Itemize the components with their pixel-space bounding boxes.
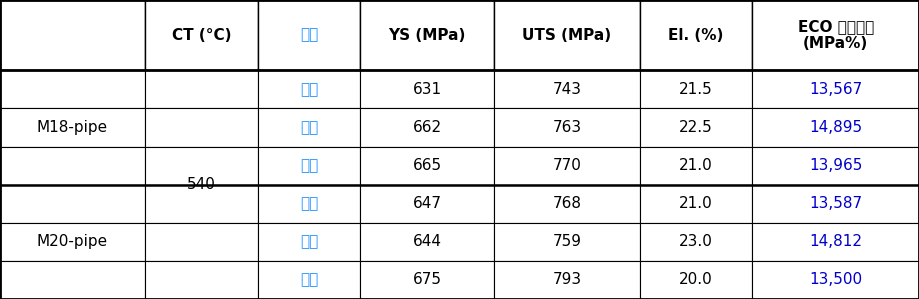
Bar <box>640 184 753 223</box>
Text: 13,500: 13,500 <box>809 272 862 287</box>
Bar <box>753 223 919 261</box>
Text: 644: 644 <box>413 234 442 249</box>
Text: 770: 770 <box>552 158 582 173</box>
Text: 선단: 선단 <box>300 82 318 97</box>
Bar <box>360 109 494 147</box>
Text: 759: 759 <box>552 234 582 249</box>
Bar <box>494 223 640 261</box>
Text: YS (MPa): YS (MPa) <box>389 28 466 43</box>
Bar <box>360 70 494 109</box>
Bar <box>0 70 145 109</box>
Text: 후단: 후단 <box>300 158 318 173</box>
Bar <box>753 109 919 147</box>
Bar <box>145 147 258 184</box>
Bar <box>258 261 360 299</box>
Bar <box>494 0 640 70</box>
Bar <box>0 184 145 223</box>
Text: 21.0: 21.0 <box>679 196 713 211</box>
Bar <box>753 184 919 223</box>
Text: 21.0: 21.0 <box>679 158 713 173</box>
Text: 14,895: 14,895 <box>809 120 862 135</box>
Bar <box>0 109 145 147</box>
Text: CT (°C): CT (°C) <box>172 28 232 43</box>
Text: UTS (MPa): UTS (MPa) <box>522 28 611 43</box>
Text: 23.0: 23.0 <box>679 234 713 249</box>
Text: 662: 662 <box>413 120 442 135</box>
Text: 675: 675 <box>413 272 442 287</box>
Bar <box>145 0 258 70</box>
Text: 540: 540 <box>187 177 216 192</box>
Bar <box>258 70 360 109</box>
Bar <box>640 223 753 261</box>
Bar <box>360 261 494 299</box>
Text: 13,567: 13,567 <box>809 82 862 97</box>
Text: 13,965: 13,965 <box>809 158 862 173</box>
Bar <box>360 147 494 184</box>
Bar <box>258 223 360 261</box>
Bar <box>494 184 640 223</box>
Bar <box>145 223 258 261</box>
Bar <box>753 147 919 184</box>
Text: 768: 768 <box>552 196 582 211</box>
Bar <box>360 0 494 70</box>
Text: 665: 665 <box>413 158 442 173</box>
Text: 22.5: 22.5 <box>679 120 713 135</box>
Bar <box>145 261 258 299</box>
Bar <box>360 184 494 223</box>
Text: El. (%): El. (%) <box>668 28 723 43</box>
Text: 647: 647 <box>413 196 442 211</box>
Bar <box>640 147 753 184</box>
Text: 793: 793 <box>552 272 582 287</box>
Bar <box>145 184 258 223</box>
Text: 13,587: 13,587 <box>809 196 862 211</box>
Text: 중앙: 중앙 <box>300 120 318 135</box>
Bar <box>258 109 360 147</box>
Bar <box>640 261 753 299</box>
Bar <box>0 223 145 261</box>
Text: 중앙: 중앙 <box>300 234 318 249</box>
Bar <box>360 223 494 261</box>
Bar <box>753 70 919 109</box>
Bar <box>494 147 640 184</box>
Text: 20.0: 20.0 <box>679 272 713 287</box>
Text: 후단: 후단 <box>300 272 318 287</box>
Bar <box>753 0 919 70</box>
Text: M20-pipe: M20-pipe <box>37 234 108 249</box>
Bar <box>258 0 360 70</box>
Bar <box>494 70 640 109</box>
Bar <box>0 147 145 184</box>
Text: 631: 631 <box>413 82 442 97</box>
Bar <box>753 261 919 299</box>
Bar <box>640 70 753 109</box>
Bar <box>258 147 360 184</box>
Bar <box>145 109 258 147</box>
Bar <box>640 109 753 147</box>
Bar <box>494 261 640 299</box>
Text: M18-pipe: M18-pipe <box>37 120 108 135</box>
Text: 743: 743 <box>552 82 582 97</box>
Text: ECO 강도지수
(MPa%): ECO 강도지수 (MPa%) <box>798 19 874 51</box>
Bar <box>494 109 640 147</box>
Bar <box>145 70 258 109</box>
Bar <box>640 0 753 70</box>
Text: 21.5: 21.5 <box>679 82 713 97</box>
Bar <box>0 261 145 299</box>
Text: 763: 763 <box>552 120 582 135</box>
Text: 위치: 위치 <box>300 28 318 43</box>
Bar <box>258 184 360 223</box>
Text: 선단: 선단 <box>300 196 318 211</box>
Text: 14,812: 14,812 <box>810 234 862 249</box>
Bar <box>0 0 145 70</box>
